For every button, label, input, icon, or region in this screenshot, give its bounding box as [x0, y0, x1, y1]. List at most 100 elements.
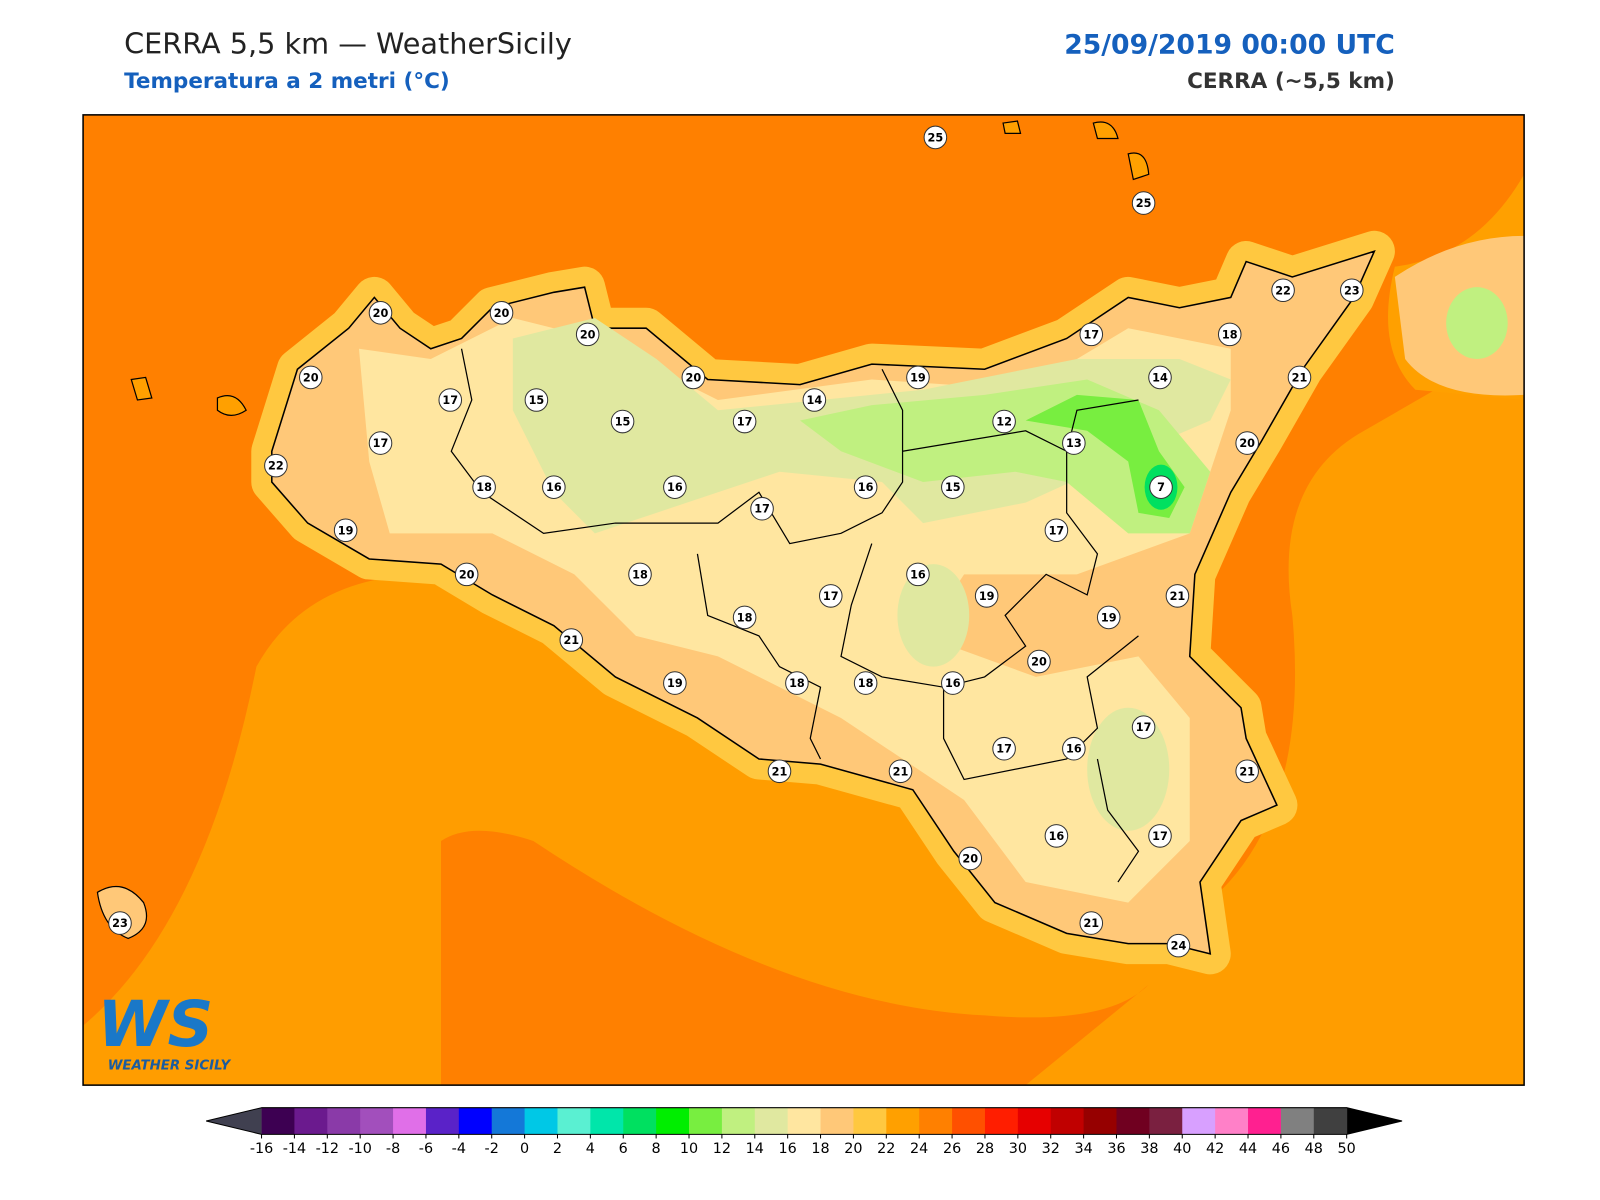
colorbar-tick-label: 24 — [910, 1141, 928, 1157]
station-marker — [681, 365, 706, 390]
colorbar-swatch — [524, 1107, 558, 1135]
station: 18 — [853, 671, 878, 695]
station-value: 15 — [529, 394, 545, 407]
station-marker — [888, 759, 913, 784]
station-marker — [992, 736, 1016, 761]
model-label: CERRA (~5,5 km) — [1187, 69, 1395, 94]
colorbar-swatch — [919, 1107, 953, 1135]
station-marker — [853, 475, 878, 499]
station-marker — [1044, 518, 1069, 543]
station-value: 25 — [1136, 197, 1152, 210]
station: 17 — [368, 431, 393, 455]
station-value: 7 — [1157, 481, 1165, 494]
station-value: 19 — [979, 590, 995, 603]
station: 12 — [992, 409, 1016, 434]
colorbar-tick-label: 50 — [1338, 1141, 1356, 1157]
station-value: 15 — [945, 481, 961, 494]
colorbar-under — [206, 1107, 262, 1135]
station-value: 18 — [789, 677, 805, 690]
station: 19 — [1096, 605, 1121, 630]
station-marker — [264, 453, 288, 478]
station-value: 23 — [112, 917, 128, 930]
logo-text: WEATHER SICILY — [108, 1059, 232, 1074]
station: 16 — [853, 475, 878, 499]
station-value: 20 — [962, 852, 978, 865]
map-frame — [82, 114, 1525, 1086]
colorbar-swatch — [1017, 1107, 1052, 1135]
colorbar-tick-label: 8 — [652, 1141, 661, 1157]
station-value: 16 — [945, 677, 961, 690]
colorbar-tick-label: 22 — [877, 1141, 895, 1157]
colorbar-tick-label: -12 — [316, 1141, 339, 1157]
station: 19 — [974, 584, 999, 608]
colorbar-tick-label: 46 — [1272, 1141, 1290, 1157]
station: 20 — [681, 365, 706, 390]
cool-zone — [897, 564, 970, 667]
colorbar-swatch — [952, 1107, 986, 1135]
station-marker — [1027, 649, 1051, 674]
station-marker — [785, 671, 809, 695]
colorbar-tick-label: 18 — [811, 1141, 829, 1157]
station-value: 17 — [737, 416, 753, 429]
station: 17 — [818, 584, 843, 608]
station-marker — [974, 584, 999, 608]
station-value: 17 — [1049, 524, 1065, 537]
station-marker — [906, 562, 930, 587]
station-value: 21 — [563, 634, 579, 647]
station-value: 21 — [772, 765, 788, 778]
colorbar-swatch — [1313, 1107, 1348, 1135]
station: 22 — [1271, 278, 1295, 303]
logo-mark: WS — [97, 987, 213, 1061]
station-value: 13 — [1066, 437, 1082, 450]
station-marker — [1165, 584, 1190, 608]
station-marker — [542, 475, 566, 499]
title: CERRA 5,5 km — WeatherSicily — [124, 26, 572, 60]
calabria-cool — [1446, 287, 1508, 359]
station-value: 20 — [1031, 656, 1047, 669]
map-area: 25 25 20 20 20 20 17 15 15 20 17 14 19 17 18 22 23 14 21 12… — [83, 114, 1525, 1086]
station-value: 22 — [268, 460, 284, 473]
colorbar-swatch — [261, 1107, 295, 1135]
station-value: 19 — [910, 371, 926, 384]
colorbar-tick-label: -6 — [419, 1141, 433, 1157]
station-marker — [732, 409, 757, 434]
colorbar-swatch — [294, 1107, 328, 1135]
station: 21 — [1235, 759, 1259, 784]
colorbar-swatch — [1116, 1107, 1150, 1135]
station-marker — [1217, 322, 1242, 347]
colorbar-swatch — [1149, 1107, 1183, 1135]
station-value: 16 — [667, 481, 683, 494]
station: 20 — [575, 322, 600, 347]
station-marker — [1148, 365, 1172, 390]
station-value: 17 — [1083, 328, 1099, 341]
colorbar-swatch — [1248, 1107, 1282, 1135]
station-value: 16 — [1049, 830, 1065, 843]
station: 17 — [992, 736, 1016, 761]
station: 18 — [1217, 322, 1242, 347]
station-value: 20 — [459, 568, 475, 581]
colorbar-tick-label: 6 — [619, 1141, 628, 1157]
station-marker — [818, 584, 843, 608]
station-value: 19 — [1101, 611, 1117, 624]
station: 23 — [108, 911, 132, 935]
colorbar-tick-label: 14 — [746, 1141, 764, 1157]
station: 17 — [1044, 518, 1069, 543]
station-value: 19 — [338, 524, 354, 537]
colorbar-tick-label: 38 — [1140, 1141, 1158, 1157]
colorbar-tick-label: -16 — [250, 1141, 273, 1157]
station-marker — [663, 671, 687, 695]
station-marker — [1062, 736, 1086, 761]
colorbar-tick-label: -4 — [452, 1141, 466, 1157]
colorbar-tick-label: 40 — [1173, 1141, 1191, 1157]
station-value: 18 — [737, 611, 753, 624]
station-value: 16 — [910, 568, 926, 581]
station: 20 — [1235, 431, 1259, 455]
colorbar-swatch — [327, 1107, 361, 1135]
station: 16 — [542, 475, 566, 499]
colorbar-tick-label: 42 — [1206, 1141, 1224, 1157]
colorbar-swatch — [458, 1107, 493, 1135]
colorbar-swatch — [1083, 1107, 1118, 1135]
station-marker — [732, 605, 757, 630]
colorbar-swatch — [787, 1107, 822, 1135]
